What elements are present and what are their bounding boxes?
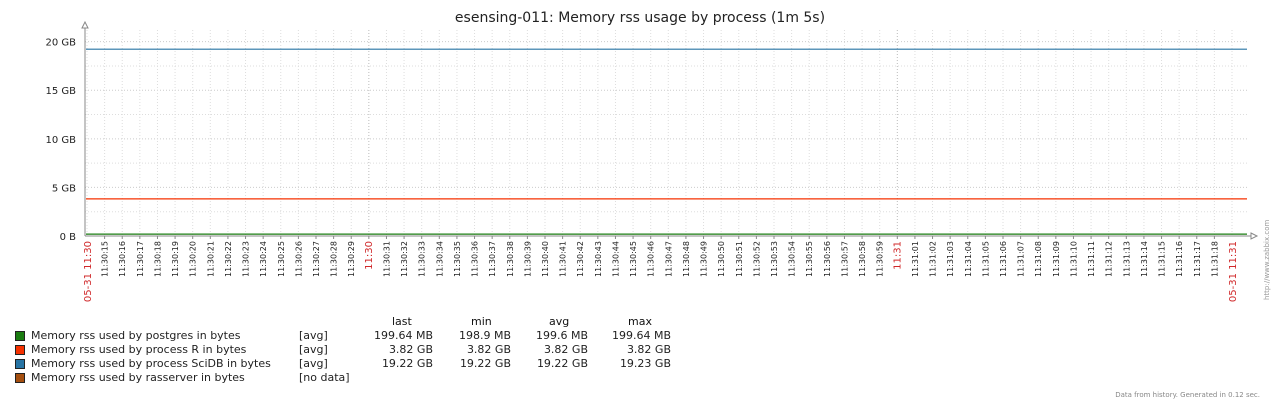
- x-start-label: 05-31 11:30: [83, 241, 94, 302]
- x-tick-label: 11:31:08: [1034, 241, 1043, 277]
- x-tick-label: 11:30:57: [840, 241, 849, 277]
- x-tick-label: 11:30:59: [876, 241, 885, 277]
- x-tick-label: 11:30:32: [400, 241, 409, 277]
- x-tick-label: 11:30:29: [347, 241, 356, 277]
- x-tick-label: 11:30:17: [136, 241, 145, 277]
- x-tick-label: 11:31:03: [946, 241, 955, 277]
- x-tick-label: 11:30:43: [594, 241, 603, 277]
- x-tick-label: 11:31:07: [1017, 241, 1026, 277]
- x-tick-label: 11:30: [364, 241, 375, 270]
- x-tick-label: 11:31:06: [999, 241, 1008, 277]
- y-tick-label: 5 GB: [52, 183, 76, 194]
- x-tick-label: 11:30:52: [752, 241, 761, 277]
- chart-title: esensing-011: Memory rss usage by proces…: [455, 10, 825, 26]
- x-tick-label: 11:30:48: [682, 241, 691, 277]
- x-end-label: 05-31 11:31: [1228, 241, 1239, 302]
- y-tick-label: 10 GB: [45, 135, 76, 146]
- x-tick-label: 11:31:12: [1105, 241, 1114, 277]
- x-tick-label: 11:31:09: [1052, 241, 1061, 277]
- x-tick-label: 11:31:05: [981, 241, 990, 277]
- x-tick-label: 11:30:22: [224, 241, 233, 277]
- x-tick-label: 11:30:33: [418, 241, 427, 277]
- x-tick-label: 11:30:23: [242, 241, 251, 277]
- x-tick-label: 11:30:45: [629, 241, 638, 277]
- x-tick-label: 11:30:39: [523, 241, 532, 277]
- x-tick-label: 11:30:26: [294, 241, 303, 277]
- x-tick-label: 11:30:51: [735, 241, 744, 277]
- x-tick-label: 11:30:16: [118, 241, 127, 277]
- x-tick-label: 11:31:16: [1175, 241, 1184, 277]
- x-tick-label: 11:30:54: [788, 241, 797, 277]
- x-tick-label: 11:31:01: [911, 241, 920, 277]
- x-tick-label: 11:30:44: [611, 241, 620, 277]
- x-tick-label: 11:30:35: [453, 241, 462, 277]
- x-tick-label: 11:30:37: [488, 241, 497, 277]
- x-tick-label: 11:30:46: [647, 241, 656, 277]
- y-axis-arrow: [81, 20, 89, 29]
- x-tick-label: 11:30:19: [171, 241, 180, 277]
- x-tick-label: 11:30:47: [664, 241, 673, 277]
- x-tick-label: 11:30:58: [858, 241, 867, 277]
- x-tick-label: 11:31:04: [964, 241, 973, 277]
- x-tick-label: 11:31:11: [1087, 241, 1096, 277]
- x-tick-label: 11:30:41: [559, 241, 568, 277]
- x-tick-label: 11:30:28: [330, 241, 339, 277]
- x-tick-label: 11:30:18: [153, 241, 162, 277]
- x-tick-label: 11:31:18: [1210, 241, 1219, 277]
- x-tick-label: 11:30:15: [101, 241, 110, 277]
- x-tick-label: 11:30:27: [312, 241, 321, 277]
- x-tick-label: 11:30:56: [823, 241, 832, 277]
- x-tick-label: 11:31:10: [1069, 241, 1078, 277]
- x-axis-arrow: [1250, 232, 1259, 240]
- x-tick-label: 11:31:14: [1140, 241, 1149, 277]
- x-tick-label: 11:30:36: [471, 241, 480, 277]
- x-tick-label: 11:31:17: [1193, 241, 1202, 277]
- x-tick-label: 11:30:53: [770, 241, 779, 277]
- x-tick-label: 11:30:38: [506, 241, 515, 277]
- x-tick-label: 11:30:40: [541, 241, 550, 277]
- y-tick-label: 0 B: [60, 232, 77, 243]
- x-tick-label: 11:30:34: [435, 241, 444, 277]
- x-tick-label: 11:30:42: [576, 241, 585, 277]
- x-tick-label: 11:30:50: [717, 241, 726, 277]
- x-tick-label: 11:30:21: [206, 241, 215, 277]
- x-tick-label: 11:30:31: [382, 241, 391, 277]
- x-tick-label: 11:30:20: [189, 241, 198, 277]
- x-tick-label: 11:30:25: [277, 241, 286, 277]
- x-tick-label: 11:31:13: [1122, 241, 1131, 277]
- x-tick-label: 11:31:15: [1158, 241, 1167, 277]
- x-tick-label: 11:30:24: [259, 241, 268, 277]
- x-tick-label: 11:31: [892, 241, 903, 270]
- x-tick-label: 11:30:55: [805, 241, 814, 277]
- x-tick-label: 11:30:49: [700, 241, 709, 277]
- y-tick-label: 15 GB: [45, 86, 76, 97]
- y-tick-label: 20 GB: [45, 38, 76, 49]
- x-tick-label: 11:31:02: [929, 241, 938, 277]
